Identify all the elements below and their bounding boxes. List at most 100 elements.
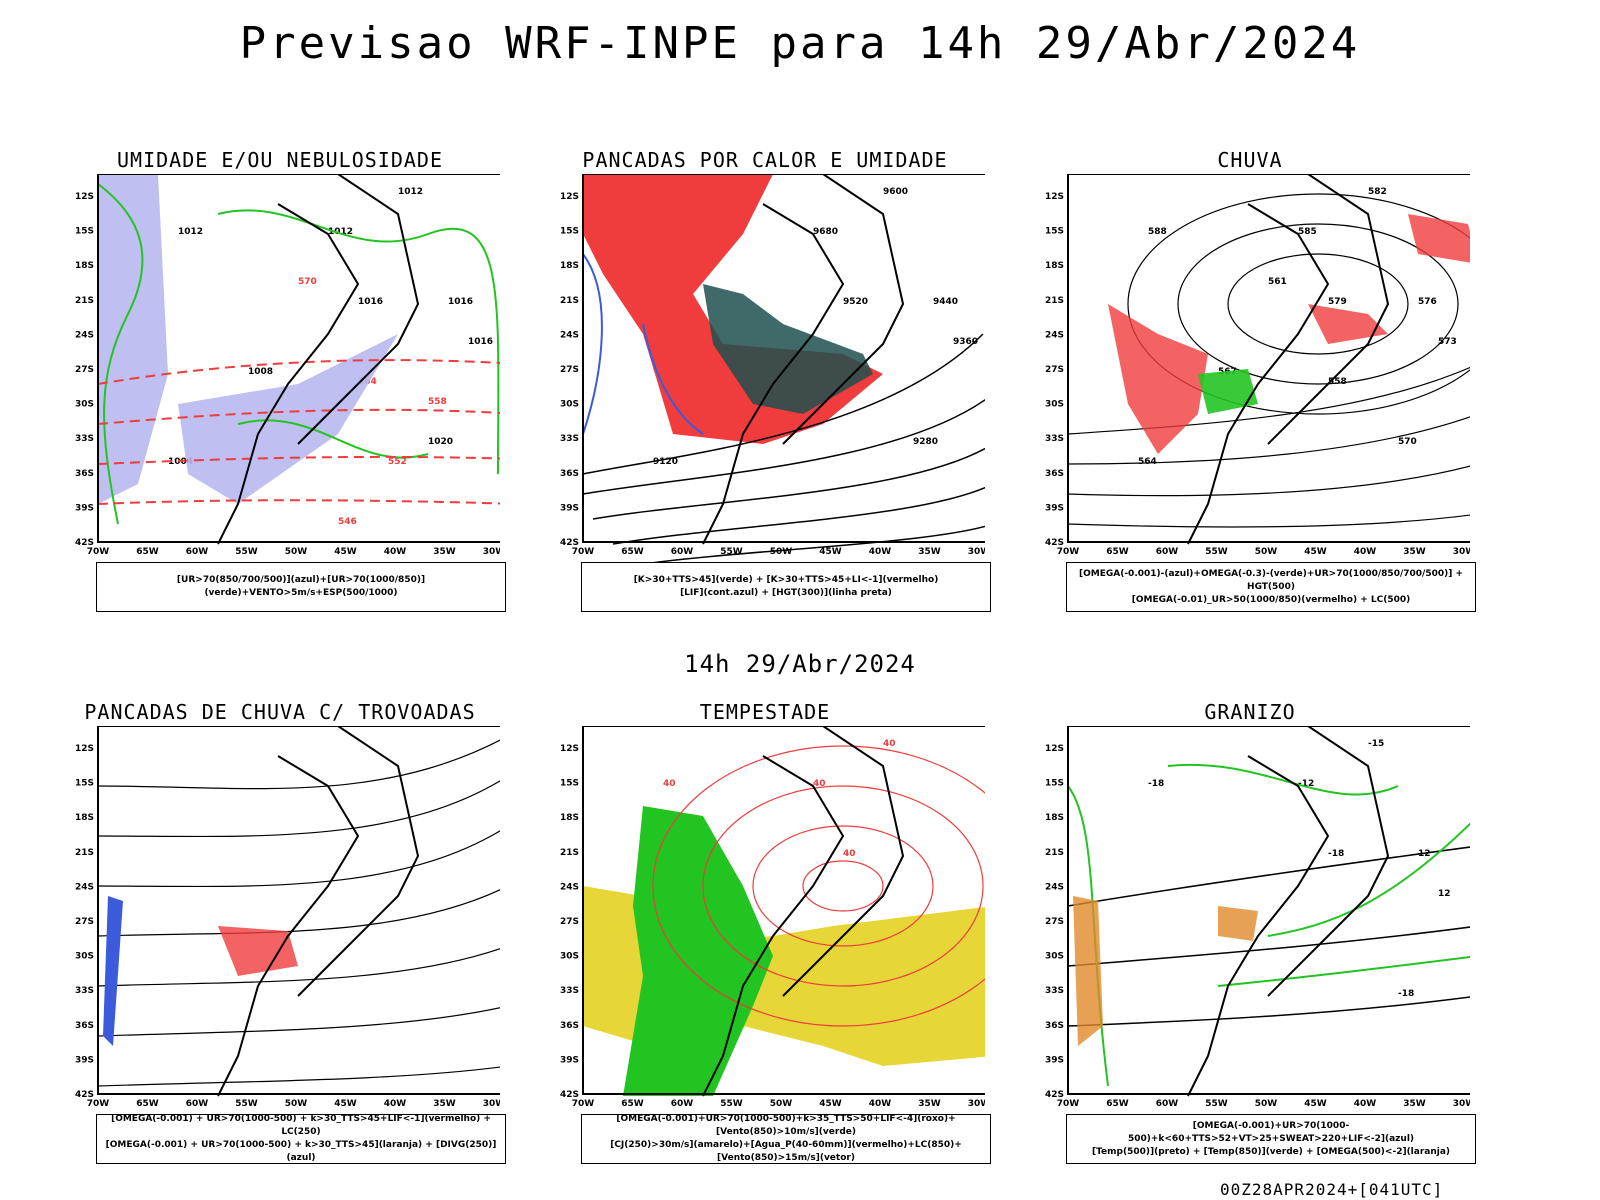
lon-tick-label: 45W [334, 547, 357, 557]
lat-tick-label: 39S [75, 1055, 94, 1065]
lon-tick-label: 55W [1205, 547, 1228, 557]
run-info: 00Z28APR2024+[041UTC] [1220, 1180, 1444, 1199]
lon-tick-label: 50W [285, 547, 308, 557]
lon-tick-label: 55W [1205, 1099, 1228, 1109]
lat-tick-label: 24S [560, 882, 579, 892]
map-frame [97, 726, 500, 1095]
lat-tick-label: 39S [560, 1055, 579, 1065]
lon-tick-label: 40W [1354, 547, 1377, 557]
red-dashed-contour [97, 359, 500, 385]
panel-hail: GRANIZO 12S 15S 18S 21S 24S 27S 30S 33S 36S 39S 42… [1030, 700, 1476, 1180]
lon-tick-label: 60W [186, 1099, 209, 1109]
panel-storm: TEMPESTADE 12S 15S 18S 21S 24S 27S 30S 33S 36S 39… [545, 700, 991, 1180]
contour-label: 588 [1148, 227, 1167, 237]
temp850-contour-4 [1217, 955, 1470, 987]
heat-darkgreen-area [703, 284, 873, 414]
lon-tick-label: 65W [1106, 1099, 1129, 1109]
panel-humidity: UMIDADE E/OU NEBULOSIDADE 12S 15S 18S 21S 24… [60, 148, 506, 628]
lat-tick-label: 15S [1045, 227, 1064, 237]
contour-label: 1012 [398, 187, 423, 197]
lat-tick-label: 21S [75, 296, 94, 306]
lon-tick-label: 35W [918, 1099, 941, 1109]
contour-label: 558 [428, 397, 447, 407]
rain-green-area [1198, 369, 1258, 414]
border-line [217, 203, 360, 545]
streamline [97, 739, 500, 790]
water-contour [652, 745, 985, 1027]
lon-tick-label: 55W [235, 1099, 258, 1109]
red-dashed-contour-3 [97, 455, 500, 465]
lon-tick-label: 65W [621, 1099, 644, 1109]
thunder-red-area [218, 926, 298, 976]
contour-label: 9600 [883, 187, 908, 197]
legend: [K>30+TTS>45](verde) + [K>30+TTS>45+LI<-… [581, 562, 991, 612]
hgt-ellipse-2 [1177, 223, 1459, 385]
hgt-contour-5 [642, 525, 985, 564]
panel-thunderstorm-showers: PANCADAS DE CHUVA C/ TROVOADAS 12S 15S 18S… [60, 700, 506, 1180]
panel-title: GRANIZO [1204, 700, 1296, 724]
lat-tick-label: 30S [560, 400, 579, 410]
lat-tick-label: 27S [1045, 917, 1064, 927]
rain-red-area [1108, 304, 1208, 454]
lat-tick-label: 39S [1045, 1055, 1064, 1065]
coastline [1267, 726, 1390, 997]
lon-tick-label: 55W [720, 547, 743, 557]
contour-label: -18 [1398, 989, 1414, 999]
lon-tick-label: 45W [334, 1099, 357, 1109]
lat-tick-label: 24S [75, 330, 94, 340]
lat-tick-label: 36S [75, 469, 94, 479]
contour-label: 558 [1328, 377, 1347, 387]
contour-label: 12 [1438, 889, 1451, 899]
legend: [OMEGA(-0.001) + UR>70(1000-500) + k>30_… [96, 1114, 506, 1164]
coastline [297, 174, 420, 445]
lon-tick-label: 65W [621, 547, 644, 557]
lat-tick-label: 24S [1045, 882, 1064, 892]
water-contour-4 [802, 860, 884, 912]
lat-tick-label: 21S [1045, 296, 1064, 306]
lat-tick-label: 12S [560, 192, 579, 202]
lat-tick-label: 39S [1045, 503, 1064, 513]
lat-tick-label: 18S [560, 813, 579, 823]
lon-tick-label: 40W [384, 547, 407, 557]
lon-tick-label: 60W [1156, 547, 1179, 557]
lat-tick-label: 18S [1045, 261, 1064, 271]
lat-tick-label: 39S [75, 503, 94, 513]
hgt-line-4 [1067, 514, 1470, 528]
panel-title: UMIDADE E/OU NEBULOSIDADE [116, 148, 444, 172]
lat-tick-label: 30S [560, 952, 579, 962]
contour-label: 9280 [913, 437, 938, 447]
lat-tick-label: 18S [560, 261, 579, 271]
lon-tick-label: 40W [1354, 1099, 1377, 1109]
lat-tick-label: 27S [560, 917, 579, 927]
lon-tick-label: 55W [235, 547, 258, 557]
hgt-line-3 [1067, 465, 1470, 497]
wind-green-area [623, 806, 773, 1096]
temp500-contour-2 [1067, 926, 1470, 967]
lon-tick-label: 45W [819, 547, 842, 557]
streamline-2 [97, 780, 500, 838]
green-contour [97, 183, 144, 525]
contour-label: 564 [1138, 457, 1157, 467]
legend: [OMEGA(-0.001)-(azul)+OMEGA(-0.3)-(verde… [1066, 562, 1476, 612]
legend-line: [LIF](cont.azul) + [HGT(300)](linha pret… [680, 588, 892, 598]
lon-tick-label: 35W [1403, 547, 1426, 557]
lat-tick-label: 33S [75, 434, 94, 444]
lon-tick-label: 45W [819, 1099, 842, 1109]
humidity-blue-area [98, 174, 168, 504]
lat-tick-label: 12S [560, 744, 579, 754]
panel-title: PANCADAS POR CALOR E UMIDADE [582, 148, 948, 172]
lon-tick-label: 45W [1304, 547, 1327, 557]
coastline [1267, 174, 1390, 445]
lat-tick-label: 12S [1045, 744, 1064, 754]
lon-tick-label: 50W [285, 1099, 308, 1109]
lat-tick-label: 24S [1045, 330, 1064, 340]
lat-tick-label: 42S [1045, 538, 1064, 548]
lon-tick-label: 40W [384, 1099, 407, 1109]
border-line [702, 203, 845, 545]
lon-tick-label: 65W [1106, 547, 1129, 557]
temp850-contour-2 [1167, 763, 1399, 796]
